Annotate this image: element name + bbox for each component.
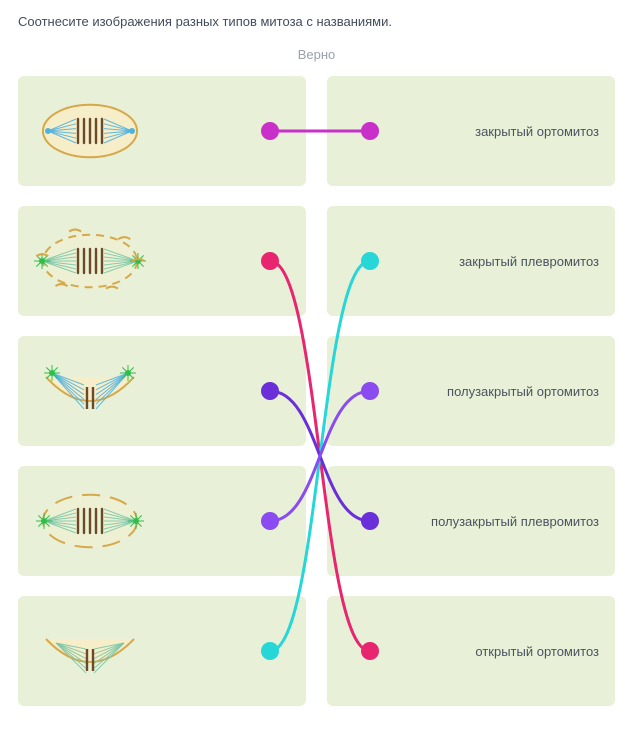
label-card-4[interactable]: открытый ортомитоз <box>327 596 615 706</box>
status-text: Верно <box>18 47 615 62</box>
label-text: полузакрытый ортомитоз <box>447 384 599 399</box>
label-text: полузакрытый плевромитоз <box>431 514 599 529</box>
label-card-1[interactable]: закрытый плевромитоз <box>327 206 615 316</box>
connection-line-1 <box>270 261 370 651</box>
label-text: открытый ортомитоз <box>475 644 599 659</box>
image-card-3[interactable] <box>18 466 306 576</box>
image-card-1[interactable] <box>18 206 306 316</box>
label-card-3[interactable]: полузакрытый плевромитоз <box>327 466 615 576</box>
label-text: закрытый плевромитоз <box>459 254 599 269</box>
label-card-0[interactable]: закрытый ортомитоз <box>327 76 615 186</box>
question-text: Соотнесите изображения разных типов мито… <box>18 14 615 29</box>
label-text: закрытый ортомитоз <box>475 124 599 139</box>
match-grid: закрытый ортомитоз закрытый плевромитоз по… <box>18 76 615 716</box>
label-card-2[interactable]: полузакрытый ортомитоз <box>327 336 615 446</box>
image-card-0[interactable] <box>18 76 306 186</box>
image-card-4[interactable] <box>18 596 306 706</box>
connection-line-2 <box>270 261 370 651</box>
image-card-2[interactable] <box>18 336 306 446</box>
